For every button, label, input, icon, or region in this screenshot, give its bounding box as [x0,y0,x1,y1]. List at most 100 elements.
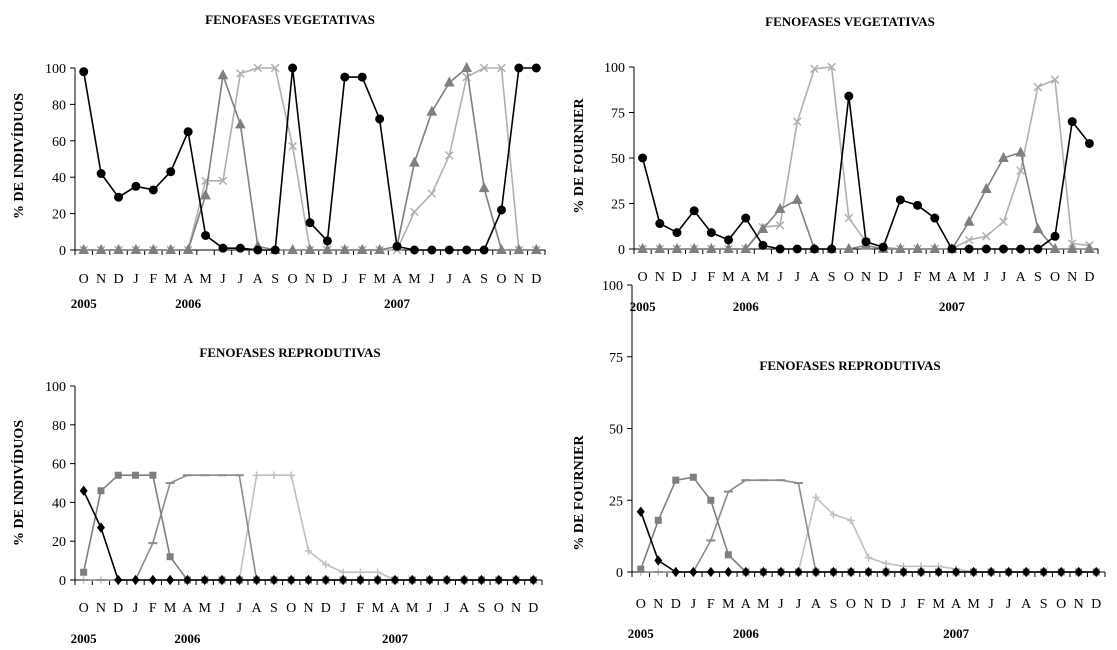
data-point [878,242,888,252]
x-tick-label: J [1006,597,1012,612]
data-point [899,566,908,578]
data-point [201,230,211,240]
x-tick-label: J [795,270,801,285]
data-point [512,574,521,586]
data-point [791,193,803,204]
data-point [987,566,996,578]
x-tick-label: S [1040,597,1048,612]
series-line [83,474,534,581]
x-tick-label: S [480,272,488,287]
x-tick-label: D [113,272,123,287]
y-tick-label: 50 [609,423,623,438]
data-point [427,189,437,198]
x-tick-label: M [199,272,212,287]
x-tick-label: S [478,601,486,616]
x-tick-label: A [182,601,193,616]
series-square [80,471,537,584]
data-point [462,72,471,82]
x-tick-label: S [271,272,279,287]
x-tick-label: S [830,597,838,612]
data-point [339,574,348,586]
year-label: 2005 [71,631,98,646]
data-point [373,574,382,586]
x-tick-label: M [722,597,735,612]
x-tick-label: J [1001,270,1007,285]
data-point [304,243,316,254]
data-point [461,61,472,72]
data-point [409,156,420,167]
chart-panel-reprodutivas-fournier: FENOFASES REPRODUTIVAS % DE FOURNIER 0 25… [560,279,1117,650]
x-tick-label: A [1016,270,1027,285]
x-tick-label: N [655,270,665,285]
data-point [496,243,507,254]
y-tick-label: 0 [618,243,625,258]
data-point [638,153,648,163]
data-point [654,555,663,566]
data-point [688,242,700,253]
data-point [1033,244,1043,254]
x-tick-label: J [901,597,907,612]
data-point [829,566,838,578]
x-tick-label: A [462,272,473,287]
x-tick-label: M [198,601,211,616]
x-tick-label: D [113,601,123,616]
data-point [964,244,974,254]
chart-title: FENOFASES VEGETATIVAS [205,12,375,27]
x-tick-label: D [1084,270,1094,285]
data-point [1084,138,1094,148]
x-tick-label: J [238,272,244,287]
year-label: 2005 [630,299,657,314]
data-point [792,117,802,126]
year-label: 2007 [382,631,409,646]
data-point [183,574,192,586]
data-point [460,574,469,586]
data-point [812,493,820,502]
data-point [166,167,176,177]
x-tick-label: N [511,601,521,616]
data-point [864,566,873,578]
data-point [844,91,854,101]
data-point [96,522,105,533]
data-point [374,243,385,254]
data-point [408,574,417,586]
x-tick-label: N [514,272,524,287]
data-point [444,151,454,160]
data-point [794,566,803,578]
data-point [218,574,227,586]
y-tick-label: 25 [611,198,625,213]
x-tick-label: D [321,601,331,616]
series-line [82,490,534,581]
data-point [200,189,211,200]
year-label: 2006 [733,626,760,641]
chart-title: FENOFASES REPRODUTIVAS [199,345,381,360]
y-tick-label: 50 [611,152,625,167]
data-point [288,63,298,73]
data-point [270,471,278,480]
series-line [82,474,534,581]
x-tick-label: M [406,601,419,616]
x-tick-label: J [984,270,990,285]
x-tick-label: N [96,272,106,287]
data-point [357,72,367,82]
x-tick-label: D [1091,597,1101,612]
data-point [947,244,957,254]
data-point [689,566,698,578]
x-tick-label: J [133,272,139,287]
data-point [182,243,194,254]
data-point [477,574,486,586]
y-tick-label: 60 [52,135,66,150]
x-tick-label: A [252,601,263,616]
x-tick-label: O [494,601,504,616]
data-point [442,574,451,586]
data-point [741,213,751,223]
x-tick-label: J [342,272,348,287]
year-label: 2006 [733,299,760,314]
x-tick-label: D [531,272,541,287]
x-tick-label: J [220,272,226,287]
data-point [270,63,280,73]
data-point [390,574,399,586]
data-point [672,476,680,484]
x-tick-label: F [149,601,157,616]
